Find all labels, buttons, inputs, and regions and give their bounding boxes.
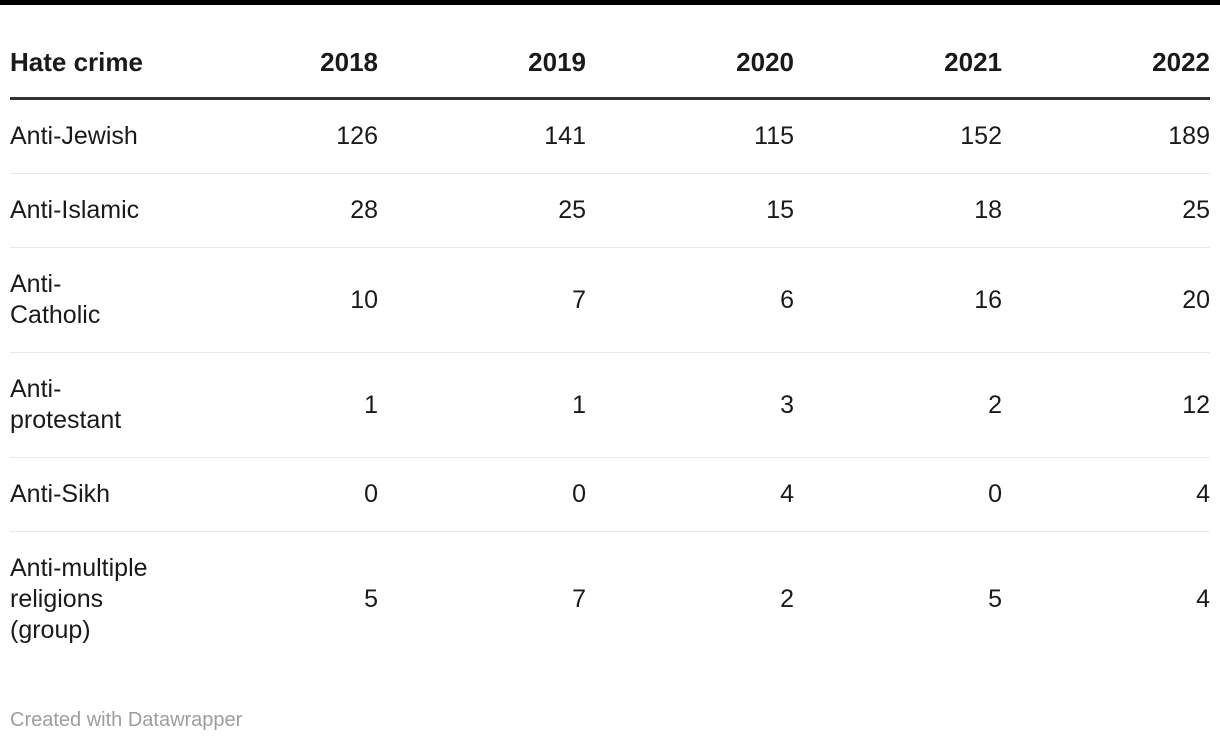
cell-value: 25 (378, 173, 586, 248)
cell-value: 141 (378, 98, 586, 174)
cell-value: 20 (1002, 247, 1210, 353)
row-label: Anti- Catholic (10, 247, 170, 353)
table-row-anti-sikh: Anti-Sikh 0 0 4 0 4 (10, 457, 1210, 532)
cell-value: 1 (378, 352, 586, 458)
cell-value: 4 (1002, 457, 1210, 532)
column-header-2018: 2018 (170, 5, 378, 100)
column-header-2020: 2020 (586, 5, 794, 100)
row-label: Anti-Sikh (10, 457, 170, 532)
cell-value: 0 (170, 457, 378, 532)
column-header-hate-crime: Hate crime (10, 5, 170, 100)
row-label: Anti- protestant (10, 352, 170, 458)
column-header-2022: 2022 (1002, 5, 1210, 100)
cell-value: 18 (794, 173, 1002, 248)
row-label: Anti-multiple religions (group) (10, 554, 148, 644)
cell-value: 7 (378, 247, 586, 353)
cell-value: 4 (586, 457, 794, 532)
cell-value: 126 (170, 98, 378, 174)
table-row-anti-jewish: Anti-Jewish 126 141 115 152 189 (10, 98, 1210, 174)
cell-value: 2 (794, 352, 1002, 458)
cell-value: 115 (586, 98, 794, 174)
cell-value: 3 (586, 352, 794, 458)
hate-crime-table: Hate crime 2018 2019 2020 2021 2022 Anti… (10, 5, 1210, 667)
cell-value: 10 (170, 247, 378, 353)
cell-value: 2 (780, 585, 794, 613)
cell-value: 25 (1002, 173, 1210, 248)
table-container: Hate crime 2018 2019 2020 2021 2022 Anti… (10, 5, 1210, 733)
table-row-anti-multiple-religions: Anti-multiple religions (group) 5 7 2 5 … (10, 532, 1210, 668)
table-body: Anti-Jewish 126 141 115 152 189 Anti-Isl… (10, 98, 1210, 668)
cell-value: 1 (170, 352, 378, 458)
cell-value: 189 (1002, 98, 1210, 174)
cell-value: 152 (794, 98, 1002, 174)
cell-value: 7 (572, 585, 586, 613)
cell-value: 4 (1196, 585, 1210, 613)
row-label: Anti-Islamic (10, 173, 170, 248)
table-row-anti-catholic: Anti- Catholic 10 7 6 16 20 (10, 247, 1210, 353)
cell-value: 5 (988, 585, 1002, 613)
column-header-2019: 2019 (378, 5, 586, 100)
cell-value: 28 (170, 173, 378, 248)
cell-value: 12 (1002, 352, 1210, 458)
table-row-anti-protestant: Anti- protestant 1 1 3 2 12 (10, 352, 1210, 458)
column-header-2021: 2021 (794, 5, 1002, 100)
row-label: Anti-Jewish (10, 98, 170, 174)
cell-value: 16 (794, 247, 1002, 353)
datawrapper-attribution-link[interactable]: Created with Datawrapper (10, 709, 243, 731)
cell-value: 0 (794, 457, 1002, 532)
header-row: Hate crime 2018 2019 2020 2021 2022 (10, 5, 1210, 100)
footer: Created with Datawrapper (10, 707, 1210, 733)
cell-value: 0 (378, 457, 586, 532)
cell-value: 5 (364, 585, 378, 613)
cell-value: 15 (586, 173, 794, 248)
top-border (0, 0, 1220, 5)
table-header: Hate crime 2018 2019 2020 2021 2022 (10, 5, 1210, 100)
table-row-anti-islamic: Anti-Islamic 28 25 15 18 25 (10, 173, 1210, 248)
cell-value: 6 (586, 247, 794, 353)
